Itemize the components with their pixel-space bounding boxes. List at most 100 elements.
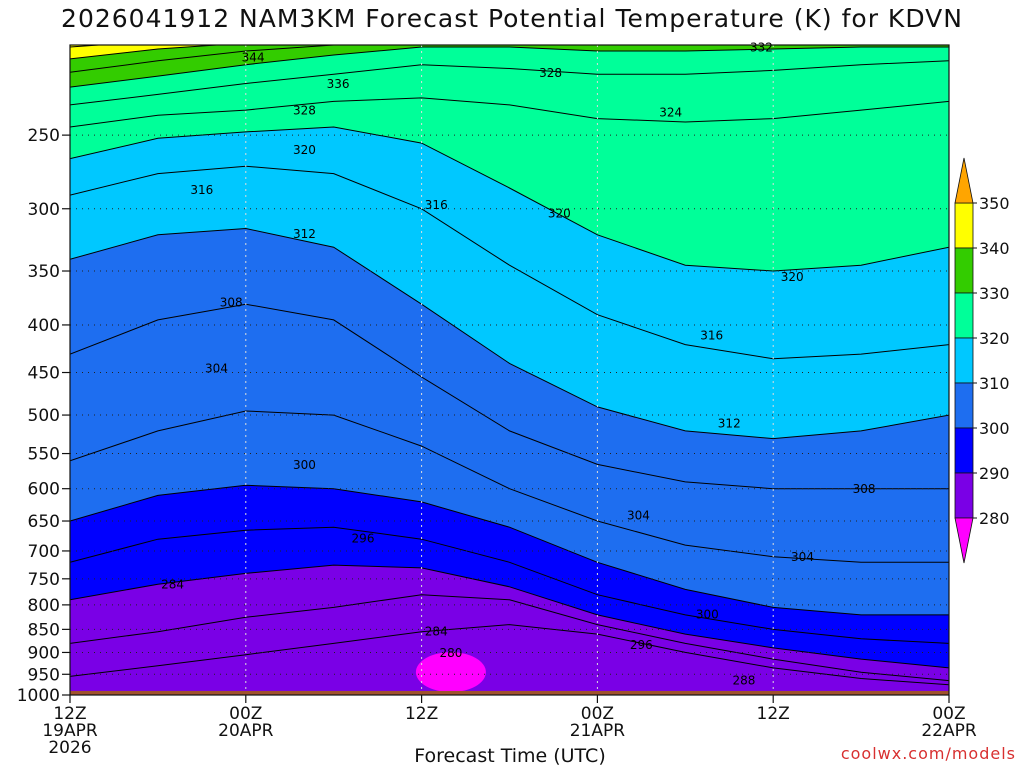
isentrope-324 [70,97,949,128]
contour-label: 288 [732,673,755,687]
isentrope-336 [70,45,345,73]
grid-lines [70,45,949,695]
contour-label: 344 [242,50,265,64]
isentrope-296 [70,526,949,644]
contour-label: 316 [190,183,213,197]
colorbar-bottom-arrow [954,517,974,564]
colorbar: 350 340 330 320 310 300 290 280 [954,157,1010,564]
colorbar-segment [954,382,974,429]
contour-label: 324 [659,105,682,119]
y-tick-label: 450 [28,364,60,384]
x-tick-label: 21APR [570,721,626,741]
colorbar-label: 350 [979,194,1010,213]
colorbar-label: 290 [979,464,1010,483]
contour-label: 304 [791,550,814,564]
y-tick-label: 950 [28,665,60,685]
contour-label: 336 [327,77,350,91]
contour-label: 296 [630,638,653,652]
contour-label: 312 [718,417,741,431]
colorbar-segment [954,292,974,339]
ground-fill [70,690,949,695]
contour-label: 316 [700,328,723,342]
fill-above-340 [70,45,949,59]
y-tick-label: 550 [28,445,60,465]
colorbar-segment [954,337,974,384]
isentrope-304 [70,410,949,563]
isentrope-328 [70,60,949,106]
ground-layer [70,690,949,695]
contour-label: 312 [293,227,316,241]
contour-label: 320 [293,143,316,157]
contour-label: 296 [352,532,375,546]
y-tick-label: 500 [28,406,60,426]
contour-label: 300 [293,458,316,472]
y-tick-label: 700 [28,542,60,562]
contour-label: 332 [750,41,773,55]
x-tick-label: 12Z [53,704,86,724]
colorbar-label: 310 [979,374,1010,393]
colorbar-label: 330 [979,284,1010,303]
contour-label: 320 [548,206,571,220]
fill-above-332 [70,45,949,88]
isentrope-316 [70,165,949,360]
isentrope-300 [70,484,949,616]
y-tick-label: 650 [28,512,60,532]
chart-title: 2026041912 NAM3KM Forecast Potential Tem… [61,4,963,33]
plot-frame [69,44,950,696]
temperature-fill-bands [70,45,949,695]
y-tick-label: 600 [28,480,60,500]
y-tick-label: 750 [28,570,60,590]
contour-label: 300 [696,607,719,621]
isentrope-284 [70,624,949,686]
x-tick-label: 00Z [229,704,262,724]
colorbar-top-arrow [954,157,974,204]
isentrope-332 [70,46,949,88]
y-tick-label: 800 [28,596,60,616]
x-tick-label: 19APR [42,721,98,741]
colorbar-label: 300 [979,419,1010,438]
x-tick-label: 22APR [921,721,977,741]
colorbar-label: 320 [979,329,1010,348]
fill-280-pocket [415,652,486,693]
contour-label: 328 [539,66,562,80]
y-axis: 250 300 350 400 450 500 550 600 650 700 750 800 850 9… [17,126,70,706]
isentrope-288 [70,594,949,682]
y-tick-label: 900 [28,643,60,663]
contour-label: 320 [781,270,804,284]
contour-label: 328 [293,104,316,118]
y-tick-label: 300 [28,200,60,220]
y-tick-label: 1000 [17,686,60,706]
colorbar-label: 280 [979,509,1010,528]
x-tick-label: 00Z [932,704,965,724]
x-tick-label: 2026 [48,738,91,758]
y-tick-label: 350 [28,262,60,282]
contour-label: 280 [439,646,462,660]
isentrope-320 [70,126,949,272]
contour-label: 284 [425,624,448,638]
x-tick-label: 12Z [405,704,438,724]
y-tick-label: 850 [28,620,60,640]
contour-label: 316 [425,198,448,212]
contour-label: 304 [627,508,650,522]
contour-label: 308 [853,482,876,496]
isentrope-312 [70,227,949,440]
colorbar-segment [954,472,974,519]
colorbar-segment [954,202,974,249]
contour-label: 284 [161,578,184,592]
credit-link[interactable]: coolwx.com/models [840,744,1016,763]
colorbar-segment [954,427,974,474]
colorbar-label: 340 [979,239,1010,258]
isentrope-292 [70,564,949,669]
contour-label: 304 [205,361,228,375]
x-tick-label: 20APR [218,721,274,741]
colorbar-segment [954,247,974,294]
x-axis-title: Forecast Time (UTC) [414,745,606,767]
contour-labels: 344 336 332 328 328 324 320 320 320 316 316 316 312 3… [161,41,876,688]
contour-label: 308 [220,296,243,310]
x-tick-label: 00Z [581,704,614,724]
y-tick-label: 250 [28,126,60,146]
x-tick-label: 12Z [757,704,790,724]
y-tick-label: 400 [28,316,60,336]
